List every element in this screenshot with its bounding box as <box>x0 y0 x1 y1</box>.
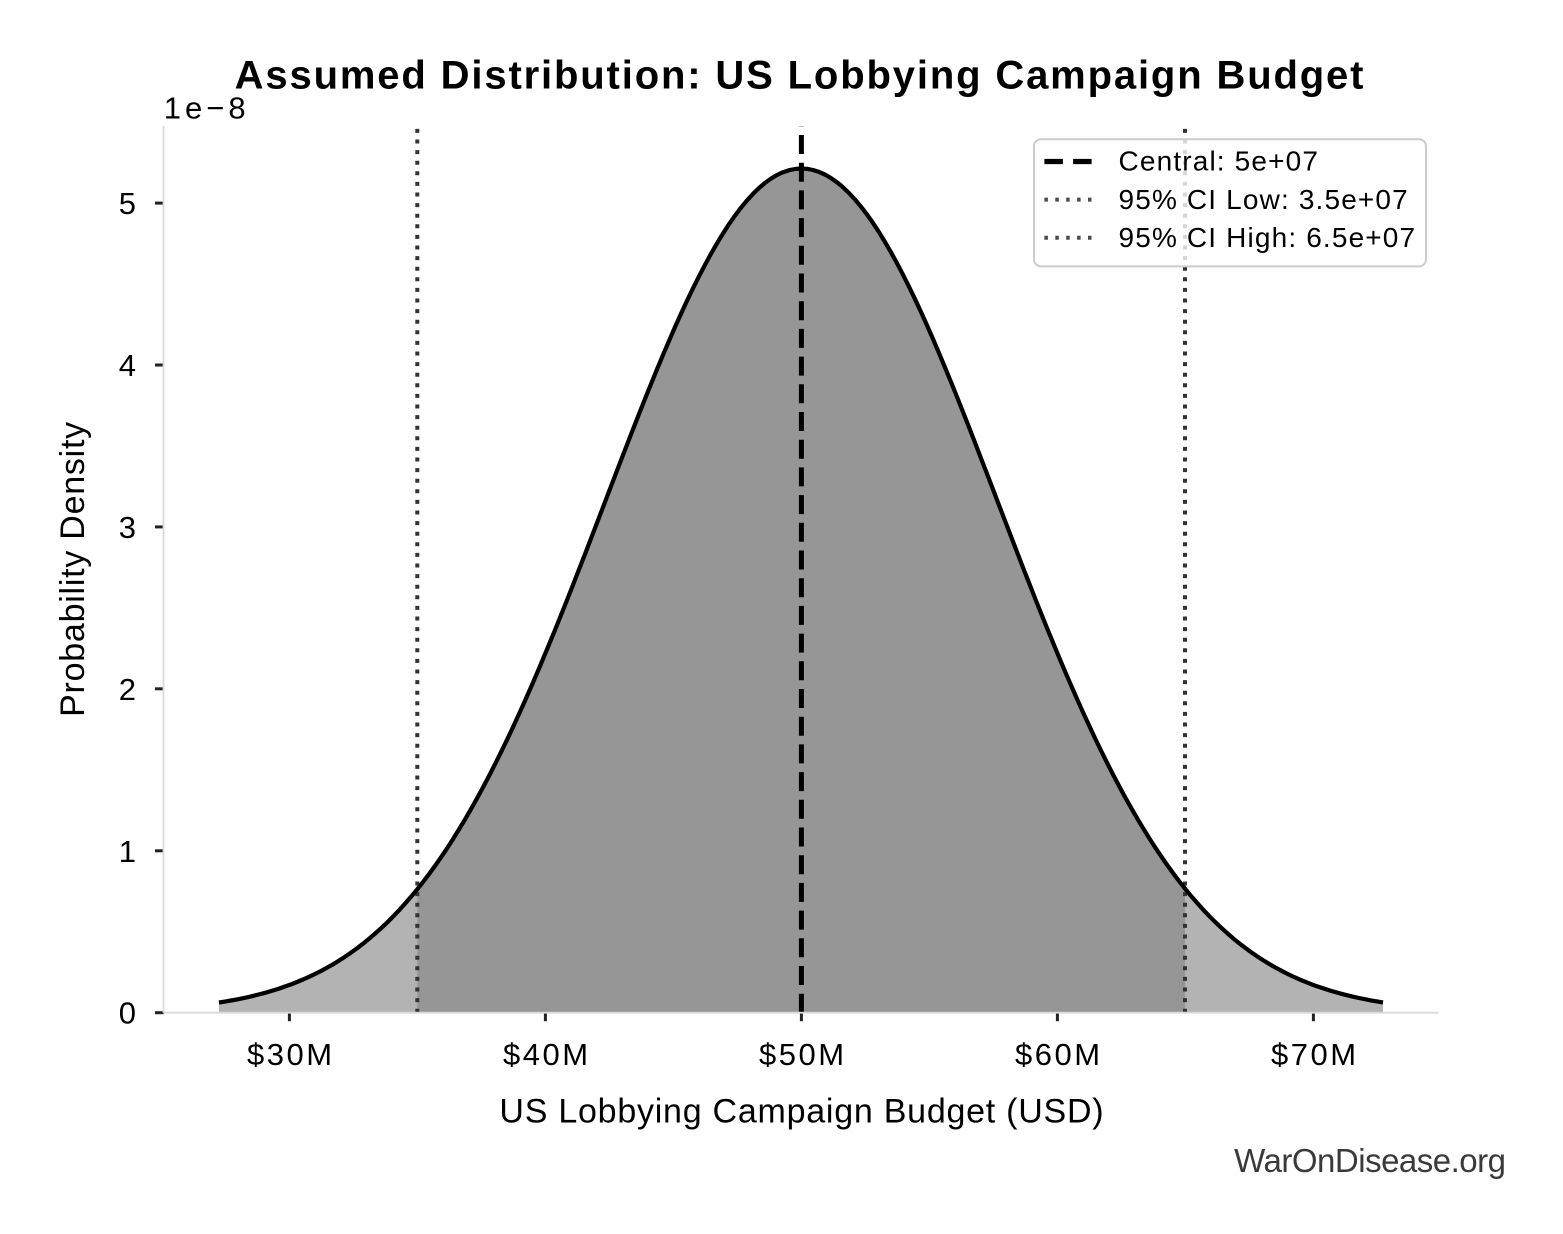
svg-text:$50M: $50M <box>759 1037 847 1072</box>
svg-text:$30M: $30M <box>247 1037 335 1072</box>
svg-text:WarOnDisease.org: WarOnDisease.org <box>1234 1142 1505 1179</box>
svg-text:US Lobbying Campaign Budget (U: US Lobbying Campaign Budget (USD) <box>499 1093 1104 1131</box>
svg-text:1: 1 <box>119 834 136 869</box>
svg-text:Probability Density: Probability Density <box>54 421 92 717</box>
svg-text:1e−8: 1e−8 <box>164 91 250 126</box>
svg-text:Central: 5e+07: Central: 5e+07 <box>1119 146 1320 177</box>
svg-text:2: 2 <box>119 672 136 707</box>
svg-text:4: 4 <box>119 348 136 383</box>
svg-text:3: 3 <box>119 510 136 545</box>
svg-text:$60M: $60M <box>1015 1037 1103 1072</box>
svg-text:0: 0 <box>119 996 136 1031</box>
svg-text:$40M: $40M <box>503 1037 591 1072</box>
svg-text:$70M: $70M <box>1271 1037 1359 1072</box>
svg-text:5: 5 <box>119 186 136 221</box>
svg-text:95% CI Low: 3.5e+07: 95% CI Low: 3.5e+07 <box>1119 184 1409 215</box>
svg-text:Assumed Distribution: US Lobby: Assumed Distribution: US Lobbying Campai… <box>235 54 1366 98</box>
svg-text:95% CI High: 6.5e+07: 95% CI High: 6.5e+07 <box>1119 222 1417 253</box>
